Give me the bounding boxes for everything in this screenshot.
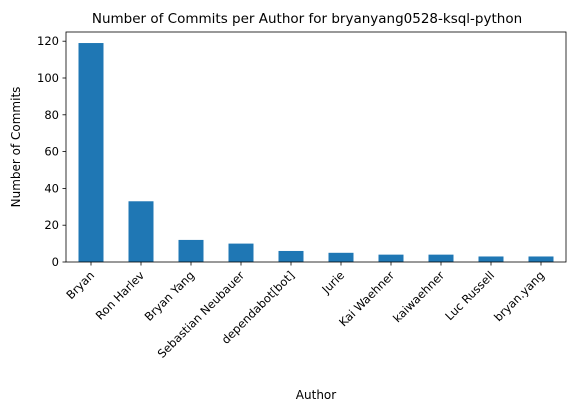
bar-3 xyxy=(228,243,254,262)
x-tick-label: Ron Harlev xyxy=(93,268,148,323)
x-axis-label: Author xyxy=(296,388,336,402)
plot-frame xyxy=(65,31,567,263)
y-tick-label: 100 xyxy=(37,71,59,85)
x-tick-label: Luc Russell xyxy=(442,268,497,323)
y-axis-label: Number of Commits xyxy=(9,87,23,208)
y-axis: 0 20 40 60 80 100 120 xyxy=(37,34,66,269)
bar-9 xyxy=(528,256,554,262)
y-tick-label: 40 xyxy=(44,181,59,195)
y-tick-label: 0 xyxy=(52,255,59,269)
bar-7 xyxy=(428,254,454,262)
bar-1 xyxy=(128,201,154,262)
x-tick-label: Sebastian Neubauer xyxy=(155,268,248,361)
bar-6 xyxy=(378,254,404,262)
y-tick-label: 60 xyxy=(44,145,59,159)
bar-4 xyxy=(278,250,304,262)
bars-group xyxy=(78,43,554,262)
bar-8 xyxy=(478,256,504,262)
bar-2 xyxy=(178,239,204,262)
x-tick-label: kaiwaehner xyxy=(390,268,447,325)
x-tick-label: Bryan xyxy=(63,268,97,302)
chart-title: Number of Commits per Author for bryanya… xyxy=(92,11,522,27)
y-tick-label: 120 xyxy=(37,34,59,48)
x-tick-label: Jurie xyxy=(318,268,347,297)
y-tick-label: 20 xyxy=(44,218,59,232)
x-tick-label: bryan.yang xyxy=(491,268,547,324)
bar-0 xyxy=(78,43,104,262)
bar-5 xyxy=(328,252,354,262)
y-tick-label: 80 xyxy=(44,108,59,122)
